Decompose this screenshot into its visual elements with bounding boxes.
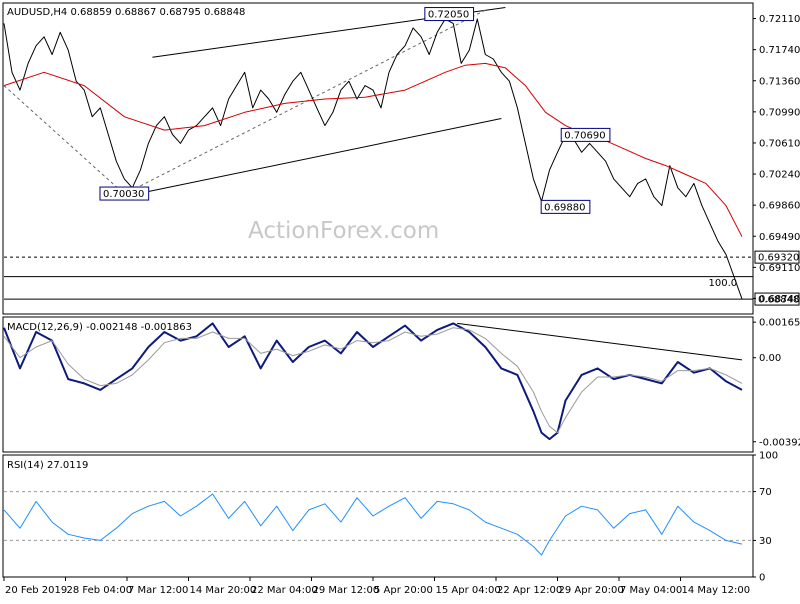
y-tick-label: 0.70610 [759,138,800,149]
macd-panel-frame [2,316,754,453]
y-tick-label: 0 [759,573,765,584]
watermark-text: ActionForex.com [248,218,439,244]
x-tick-label: 15 Apr 04:00 [436,585,501,596]
price-annotation-text: 100.0 [709,278,738,289]
macd-panel-title: MACD(12,26,9) -0.002148 -0.001863 [7,322,192,333]
price-panel-title: AUDUSD,H4 0.68859 0.68867 0.68795 0.6884… [7,7,245,18]
price-annotation-box [424,7,475,22]
price-trendline [3,85,125,195]
macd-trendline [457,322,743,361]
price-right-tag-box [754,292,800,306]
x-tick-label: 28 Feb 04:00 [67,585,133,596]
price-price-line [3,18,743,300]
y-tick-label: 0.68740 [759,294,800,305]
y-tick-label: 0.69110 [759,263,800,274]
price-trendline [136,118,502,195]
rsi-panel-title: RSI(14) 27.0119 [7,460,88,471]
price-annotation-box [560,127,611,142]
x-tick-label: 29 Mar 12:00 [313,585,380,596]
y-tick-label: 100 [759,451,778,462]
rsi-panel-frame [2,454,754,578]
x-tick-label: 7 May 04:00 [620,585,682,596]
price-trendline [124,9,486,195]
price-plot: 0.70030 0.72050 0.70690 0.69880 100.0 [3,6,753,300]
y-tick-label: 0.69490 [759,232,800,243]
price-right-tag-box [754,250,800,264]
x-tick-label: 14 May 12:00 [682,585,751,596]
macd-signal-line [3,327,743,434]
price-annotation-text: 0.70030 [103,189,144,200]
y-tick-label: 0.00 [759,353,781,364]
x-tick-label: 22 Apr 12:00 [497,585,562,596]
macd-macd-line [3,322,743,441]
y-tick-label: -0.003922 [759,437,800,448]
y-tick-label: 0.70990 [759,107,800,118]
x-tick-label: 14 Mar 20:00 [190,585,257,596]
rsi-plot [3,491,753,556]
price-panel-frame [2,2,754,315]
price-right-tag-text: 0.69320 [758,253,799,264]
y-tick-label: 0.70240 [759,170,800,181]
axes-layer: 0.69320 0.68848 0.72110 0.71740 0.71360 0.709… [3,14,800,596]
y-tick-label: 0.71740 [759,45,800,56]
x-tick-label: 22 Mar 04:00 [251,585,318,596]
x-tick-label: 29 Apr 20:00 [559,585,624,596]
price-annotation-box [540,199,591,214]
macd-plot [3,322,743,441]
price-annotation-box [99,186,150,201]
y-tick-label: 70 [759,487,772,498]
price-right-tag-text: 0.68848 [758,295,799,306]
price-annotation-text: 0.69880 [544,202,585,213]
x-tick-label: 7 Mar 12:00 [128,585,188,596]
y-tick-label: 0.72110 [759,14,800,25]
x-tick-label: 20 Feb 2019 [5,585,67,596]
y-tick-label: 0.71360 [759,76,800,87]
x-tick-label: 5 Apr 20:00 [374,585,433,596]
price-annotation-text: 0.72050 [428,10,469,21]
y-tick-label: 30 [759,536,772,547]
y-tick-label: 0.69860 [759,201,800,212]
price-sma-line [3,62,743,237]
y-tick-label: 0.001659 [759,318,800,329]
rsi-rsi-line [3,493,743,556]
price-annotation-text: 0.70690 [564,130,605,141]
